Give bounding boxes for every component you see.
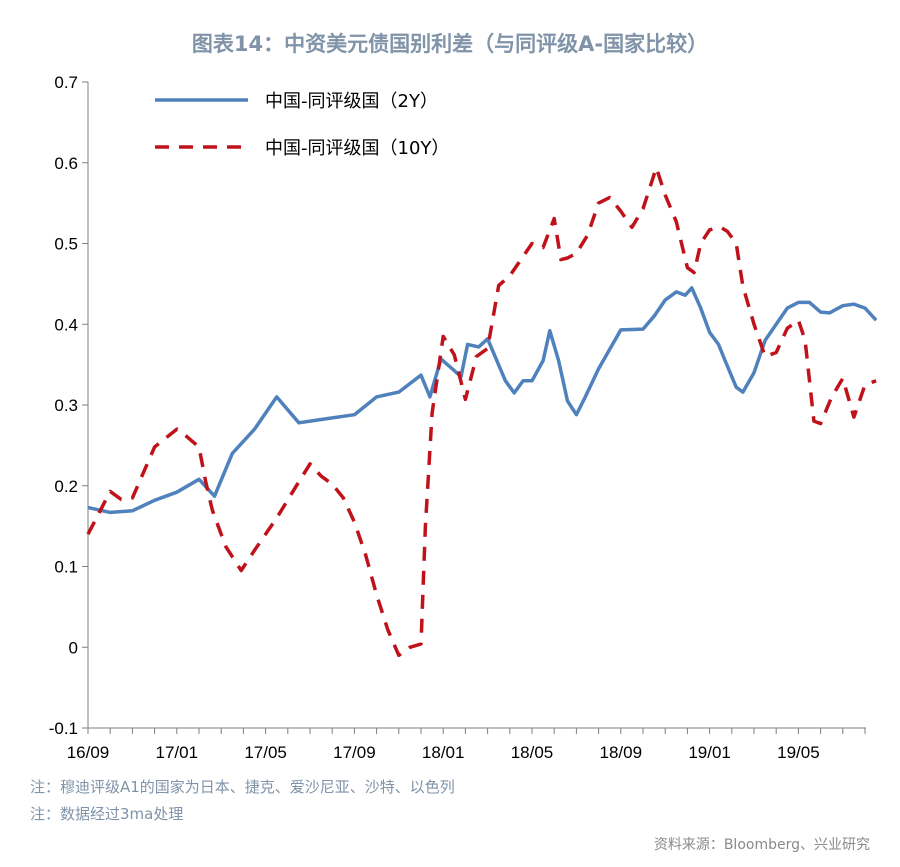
y-tick-label: 0: [69, 638, 78, 657]
note-rating: 注：穆迪评级A1的国家为日本、捷克、爱沙尼亚、沙特、以色列: [30, 778, 455, 796]
y-tick-labels: -0.1 0 0.1 0.2 0.3 0.4 0.5 0.6 0.7: [49, 73, 78, 738]
x-tick-label: 17/09: [333, 743, 376, 762]
x-tick-labels: 16/09 17/01 17/05 17/09 18/01 18/05 18/09 19/01…: [67, 743, 820, 762]
chart-title: 图表14：中资美元债国别利差（与同评级A-国家比较）: [191, 32, 709, 56]
y-tick-label: 0.2: [54, 477, 78, 496]
x-tick-label: 18/01: [422, 743, 465, 762]
x-tick-label: 19/01: [688, 743, 731, 762]
y-tick-label: -0.1: [49, 719, 78, 738]
series-lines: [86, 165, 878, 658]
x-tick-label: 19/05: [777, 743, 820, 762]
x-tick-label: 17/05: [244, 743, 287, 762]
y-tick-label: 0.4: [54, 315, 78, 334]
series-line-10y: [86, 165, 877, 658]
x-tick-label: 18/09: [600, 743, 643, 762]
y-tick-label: 0.1: [54, 558, 78, 577]
legend: 中国-同评级国（2Y） 中国-同评级国（10Y）: [155, 91, 449, 159]
series-line-2y: [87, 286, 878, 515]
source-text: 资料来源：Bloomberg、兴业研究: [653, 837, 870, 853]
x-tick-label: 16/09: [67, 743, 110, 762]
x-tick-label: 18/05: [511, 743, 554, 762]
x-tick-label: 17/01: [156, 743, 199, 762]
y-tick-label: 0.7: [54, 73, 78, 92]
axes: [82, 81, 866, 734]
y-tick-label: 0.6: [54, 154, 78, 173]
y-tick-label: 0.5: [54, 235, 78, 254]
note-3ma: 注：数据经过3ma处理: [30, 805, 184, 823]
legend-label-2y: 中国-同评级国（2Y）: [265, 91, 438, 112]
legend-label-10y: 中国-同评级国（10Y）: [265, 138, 449, 159]
y-tick-label: 0.3: [54, 396, 78, 415]
